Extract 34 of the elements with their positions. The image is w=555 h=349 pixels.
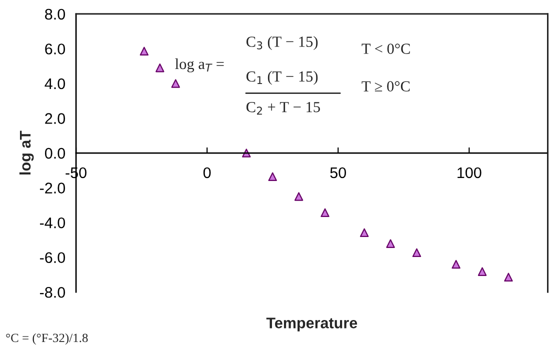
x-axis-title: Temperature	[266, 318, 358, 332]
x-tick-label: 0	[203, 167, 211, 178]
point	[360, 228, 369, 238]
x-tick-label: 50	[330, 167, 346, 178]
y-tick-label: -2.0	[40, 182, 66, 194]
point	[412, 248, 422, 258]
x-tick-label: 100	[458, 167, 482, 178]
point	[320, 208, 330, 218]
point	[452, 260, 460, 269]
annotation: C$_{3}$ (T − 15)	[246, 36, 318, 50]
y-tick-label: 0.0	[44, 148, 66, 159]
annotation: log a$_{T}$ =	[175, 58, 224, 72]
y-tick-label: 8.0	[45, 8, 66, 20]
y-tick-label: 4.0	[44, 78, 66, 90]
point	[242, 148, 251, 158]
annotation: T < 0°C	[362, 44, 410, 54]
y-tick-label: -6.0	[40, 252, 66, 264]
point	[294, 192, 304, 201]
point	[171, 79, 180, 88]
annotation: C$_{2}$ + T − 15	[246, 102, 320, 115]
point	[140, 46, 149, 56]
point	[386, 239, 395, 248]
y-axis-title: log aT	[19, 130, 34, 174]
y-tick-label: 2.0	[45, 113, 66, 124]
y-tick-label: -8.0	[40, 286, 66, 298]
y-tick-label: 6.0	[45, 44, 66, 54]
point	[504, 272, 513, 282]
point	[156, 63, 164, 72]
y-tick-label: -4.0	[40, 217, 66, 228]
text: °C = (°F-32)/1.8	[6, 333, 88, 345]
point	[478, 267, 487, 276]
annotation: T ≥ 0°C	[362, 81, 410, 92]
point	[268, 172, 277, 182]
annotation: C$_{1}$ (T − 15)	[246, 70, 318, 85]
